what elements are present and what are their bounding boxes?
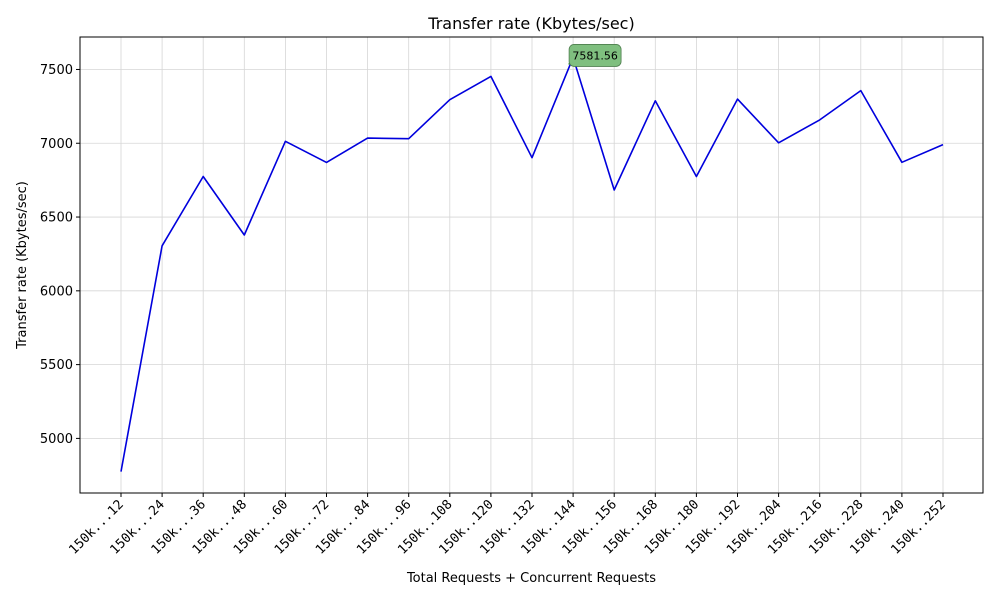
y-tick-label: 7500 [40, 63, 73, 78]
y-axis-label: Transfer rate (Kbytes/sec) [15, 181, 30, 350]
y-axis-ticks: 5000 5500 6000 6500 7000 7500 [40, 63, 80, 447]
y-tick-label: 6500 [40, 211, 73, 226]
x-axis-label: Total Requests + Concurrent Requests [406, 571, 656, 586]
grid-lines [80, 37, 983, 493]
peak-annotation: 7581.56 [568, 44, 622, 67]
y-tick-label: 7000 [40, 137, 73, 152]
y-tick-label: 5500 [40, 358, 73, 373]
y-tick-label: 5000 [40, 432, 73, 447]
series-line [120, 56, 944, 472]
y-tick-label: 6000 [40, 284, 73, 299]
annotation-label: 7581.56 [572, 49, 618, 62]
chart-title: Transfer rate (Kbytes/sec) [427, 14, 634, 33]
annotation-box [568, 44, 622, 67]
